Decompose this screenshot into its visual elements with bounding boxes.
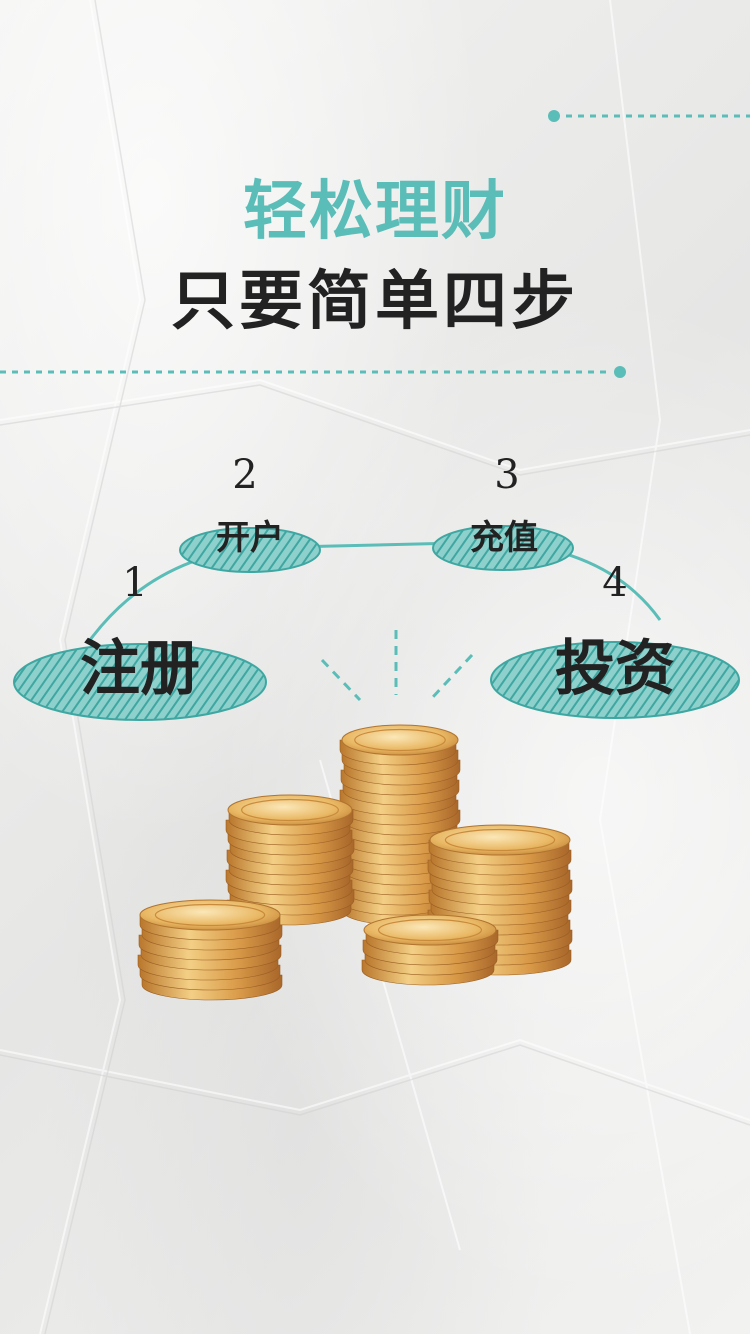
step-3-label: 充值 <box>470 518 538 558</box>
ray-lines <box>320 630 474 702</box>
coin-stack-illustration <box>137 724 573 1001</box>
step-2-number: 2 <box>232 452 258 498</box>
platform-step-3 <box>432 525 574 571</box>
step-4-label: 投资 <box>555 634 675 704</box>
page-subtitle: 只要简单四步 <box>171 265 579 339</box>
top-dotted-rule <box>548 110 750 122</box>
middle-dotted-rule <box>0 366 626 378</box>
platform-step-4 <box>490 641 740 719</box>
platform-step-2 <box>179 527 321 573</box>
platform-step-1 <box>13 643 267 721</box>
coin-stack <box>361 914 499 986</box>
step-2-label: 开户 <box>216 518 284 558</box>
step-1-number: 1 <box>122 560 148 606</box>
step-3-number: 3 <box>494 452 520 498</box>
page-title: 轻松理财 <box>243 175 507 249</box>
connector-arc <box>88 540 662 641</box>
steps-diagram <box>13 525 740 721</box>
step-1-label: 注册 <box>80 634 200 704</box>
coin-stack <box>137 899 283 1001</box>
step-4-number: 4 <box>602 560 628 606</box>
